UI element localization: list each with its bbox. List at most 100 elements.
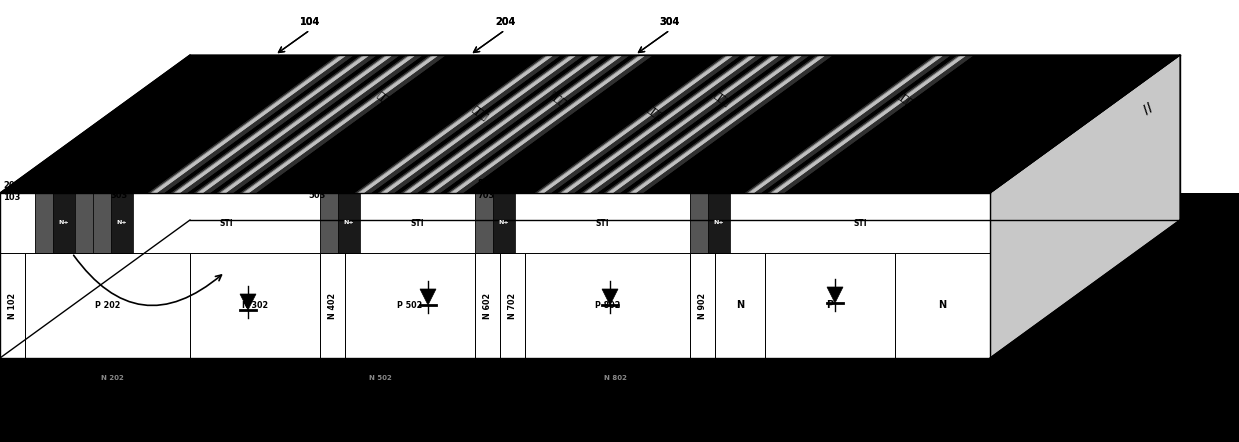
Bar [475,193,493,253]
Polygon shape [608,55,803,193]
Polygon shape [356,55,561,193]
Bar [112,193,133,253]
Polygon shape [0,220,1180,358]
Text: //: // [615,423,626,437]
Polygon shape [772,55,966,193]
Polygon shape [650,55,935,193]
Polygon shape [175,55,369,193]
Polygon shape [171,55,377,193]
Polygon shape [404,55,598,193]
Polygon shape [771,55,966,193]
Polygon shape [563,55,757,193]
Polygon shape [405,55,600,193]
Bar [133,193,320,253]
Polygon shape [826,287,843,303]
Polygon shape [750,55,944,193]
Text: STI: STI [596,218,610,228]
Polygon shape [606,55,802,193]
Text: 203: 203 [2,182,20,191]
Polygon shape [581,55,787,193]
Polygon shape [747,55,943,193]
Polygon shape [631,55,826,193]
Polygon shape [558,55,764,193]
Polygon shape [608,55,803,193]
Bar [0,0,1239,53]
Polygon shape [356,55,561,193]
Polygon shape [427,55,623,193]
Text: 金属线: 金属线 [470,103,491,121]
Bar [690,253,715,358]
Polygon shape [378,55,584,193]
Polygon shape [195,55,400,193]
Polygon shape [0,55,1180,193]
Text: 111: 111 [918,179,935,188]
Text: N: N [938,301,947,310]
Text: 金属线: 金属线 [807,103,828,121]
Polygon shape [750,55,944,193]
Text: 803: 803 [478,179,496,188]
Polygon shape [359,55,554,193]
Polygon shape [147,55,354,193]
Polygon shape [0,55,1180,193]
Polygon shape [771,55,966,193]
Bar [53,193,76,253]
Polygon shape [243,55,439,193]
Polygon shape [560,55,756,193]
Polygon shape [558,55,764,193]
Bar [690,193,707,253]
Polygon shape [606,55,802,193]
Bar [525,253,690,358]
Bar [764,253,895,358]
Polygon shape [447,55,653,193]
Bar [320,193,338,253]
Bar [730,193,990,253]
Bar [320,253,344,358]
Polygon shape [424,55,629,193]
Polygon shape [535,55,741,193]
Text: STI: STI [410,218,424,228]
Text: P 502: P 502 [398,301,422,310]
Polygon shape [173,55,369,193]
Text: N 902: N 902 [698,293,707,319]
Polygon shape [221,55,416,193]
Polygon shape [539,55,733,193]
Polygon shape [629,55,825,193]
Polygon shape [585,55,779,193]
Polygon shape [240,55,446,193]
Polygon shape [152,55,347,193]
Bar [35,193,53,253]
Polygon shape [451,55,646,193]
Polygon shape [401,55,607,193]
Polygon shape [0,55,338,193]
Bar [361,193,475,253]
Text: P 802: P 802 [595,301,621,310]
Bar [0,0,1239,193]
Polygon shape [359,55,554,193]
Polygon shape [450,55,646,193]
Polygon shape [405,55,600,193]
Polygon shape [382,55,577,193]
Polygon shape [198,55,393,193]
Text: 104: 104 [300,17,320,27]
Bar [76,193,93,253]
Text: 金属线: 金属线 [895,89,916,107]
Text: N: N [736,301,745,310]
Polygon shape [777,55,1180,193]
Polygon shape [535,55,741,193]
Polygon shape [173,55,369,193]
Polygon shape [584,55,779,193]
Polygon shape [563,55,757,193]
Bar [190,253,320,358]
Polygon shape [380,55,576,193]
Text: 金属线: 金属线 [646,103,665,121]
Polygon shape [424,55,629,193]
Text: N 102: N 102 [7,293,17,319]
Text: 403: 403 [110,179,128,188]
Polygon shape [244,55,439,193]
Polygon shape [221,55,416,193]
Bar [475,253,501,358]
Polygon shape [219,55,415,193]
Text: N+: N+ [116,221,128,225]
Polygon shape [772,55,966,193]
Polygon shape [404,55,598,193]
